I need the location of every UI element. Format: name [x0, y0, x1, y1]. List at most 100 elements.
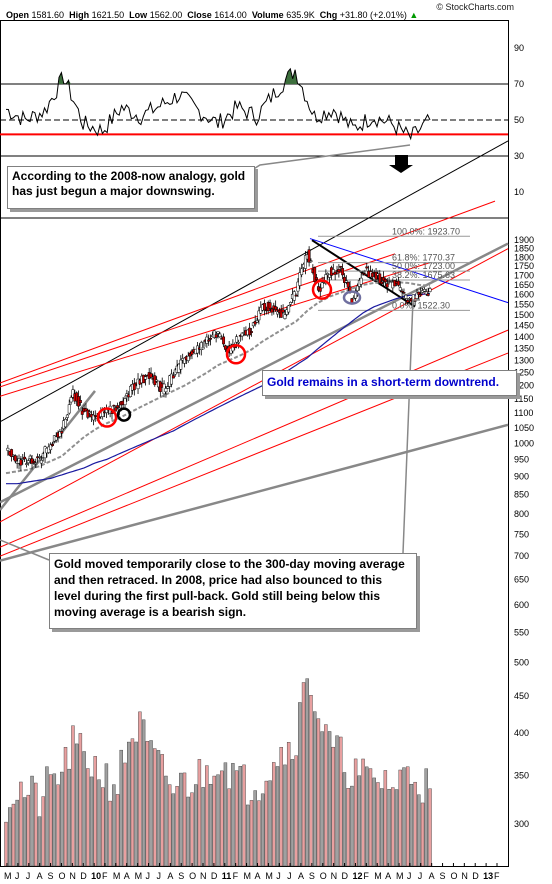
x-tick-label: J	[287, 871, 292, 881]
price-tick-label: 750	[514, 529, 529, 539]
price-candle	[149, 373, 153, 378]
volume-bar	[305, 678, 309, 867]
price-candle	[398, 287, 402, 291]
price-candle	[166, 386, 170, 389]
price-candle	[13, 455, 17, 462]
price-candle	[64, 418, 67, 428]
x-tick-label: J	[276, 871, 281, 881]
x-tick-label: A	[254, 871, 260, 881]
price-tick-label: 1300	[514, 355, 534, 365]
volume-bar	[175, 786, 179, 867]
volume-bar	[205, 765, 209, 867]
price-candle	[380, 281, 384, 285]
ma-note-pointer-right	[402, 299, 420, 554]
volume-bar	[123, 762, 127, 867]
price-candle	[370, 272, 374, 278]
rsi-tick-label: 90	[514, 43, 524, 53]
volume-bar	[246, 804, 250, 867]
x-tick-label: 10	[91, 871, 101, 881]
price-candle	[426, 293, 430, 296]
volume-bar	[67, 768, 71, 867]
price-candle	[155, 379, 159, 382]
chg-value: +31.80 (+2.01%)	[339, 10, 407, 20]
x-tick-label: N	[461, 871, 468, 881]
volume-bar	[242, 764, 246, 867]
volume-bar	[89, 776, 94, 867]
x-tick-label: J	[146, 871, 151, 881]
volume-bar	[272, 762, 276, 867]
volume-bar	[130, 738, 135, 867]
price-candle	[276, 311, 279, 315]
price-tick-label: 1450	[514, 321, 534, 331]
price-tick-label: 1850	[514, 244, 534, 254]
price-candle	[294, 294, 298, 297]
price-candle	[424, 291, 428, 295]
price-candle	[289, 302, 292, 305]
price-candle	[318, 287, 322, 292]
low-label: Low	[129, 10, 148, 20]
volume-bar	[212, 775, 216, 867]
price-tick-label: 1350	[514, 343, 534, 353]
price-candle	[283, 314, 287, 319]
price-tick-label: 600	[514, 600, 529, 610]
price-tick-label: 1750	[514, 261, 534, 271]
price-candle	[240, 332, 244, 337]
ma-note-pointer-left	[0, 539, 50, 561]
volume-bar	[220, 770, 224, 867]
volume-bar	[164, 775, 168, 867]
volume-bar	[160, 754, 164, 867]
volume-bar	[127, 741, 131, 867]
x-tick-label: J	[26, 871, 31, 881]
price-candle	[23, 456, 27, 460]
x-tick-label: S	[440, 871, 446, 881]
price-candle	[183, 357, 186, 364]
volume-bar	[26, 794, 31, 867]
volume-bar	[227, 788, 231, 867]
volume-bar	[264, 780, 269, 867]
volume-bar	[112, 784, 116, 867]
price-candle	[235, 336, 239, 343]
price-candle	[10, 449, 14, 457]
volume-bar	[283, 764, 287, 867]
price-candle	[25, 463, 28, 465]
volume-bar	[167, 784, 172, 867]
volume-bar	[268, 780, 272, 867]
price-candle	[93, 415, 97, 417]
volume-bar	[197, 759, 202, 867]
volume-bar	[171, 793, 176, 867]
volume-bar	[97, 779, 101, 867]
price-candle	[253, 321, 257, 325]
close-value: 1614.00	[214, 10, 247, 20]
volume-bar	[74, 743, 79, 867]
volume-bar	[253, 790, 257, 867]
x-tick-label: F	[233, 871, 239, 881]
price-candle	[88, 411, 92, 414]
volume-bar	[101, 787, 105, 867]
price-tick-label: 1800	[514, 252, 534, 262]
x-tick-label: A	[124, 871, 130, 881]
price-tick-label: 700	[514, 551, 529, 561]
purple-highlight-circle	[342, 290, 362, 305]
volume-bar	[4, 821, 8, 867]
price-candle	[257, 310, 261, 321]
volume-bar	[316, 718, 321, 867]
ohlc-header: Open 1581.60 High 1621.50 Low 1562.00 Cl…	[6, 10, 418, 20]
price-tick-label: 1500	[514, 310, 534, 320]
volume-bar	[108, 800, 112, 867]
volume-bar	[208, 784, 213, 867]
volume-bar	[78, 733, 83, 867]
volume-bar	[193, 784, 198, 867]
volume-bar	[402, 767, 406, 867]
volume-bar	[63, 747, 68, 867]
red-channel-line-2	[0, 329, 509, 548]
volume-bar	[11, 803, 16, 867]
volume-bar	[115, 794, 120, 867]
price-candle	[279, 309, 283, 318]
price-tick-label: 1100	[514, 408, 533, 418]
close-label: Close	[187, 10, 212, 20]
price-candle	[356, 285, 359, 292]
volume-bar	[365, 766, 369, 867]
price-tick-label: 1200	[514, 381, 534, 391]
price-candle	[296, 281, 300, 292]
price-candle	[212, 330, 216, 338]
